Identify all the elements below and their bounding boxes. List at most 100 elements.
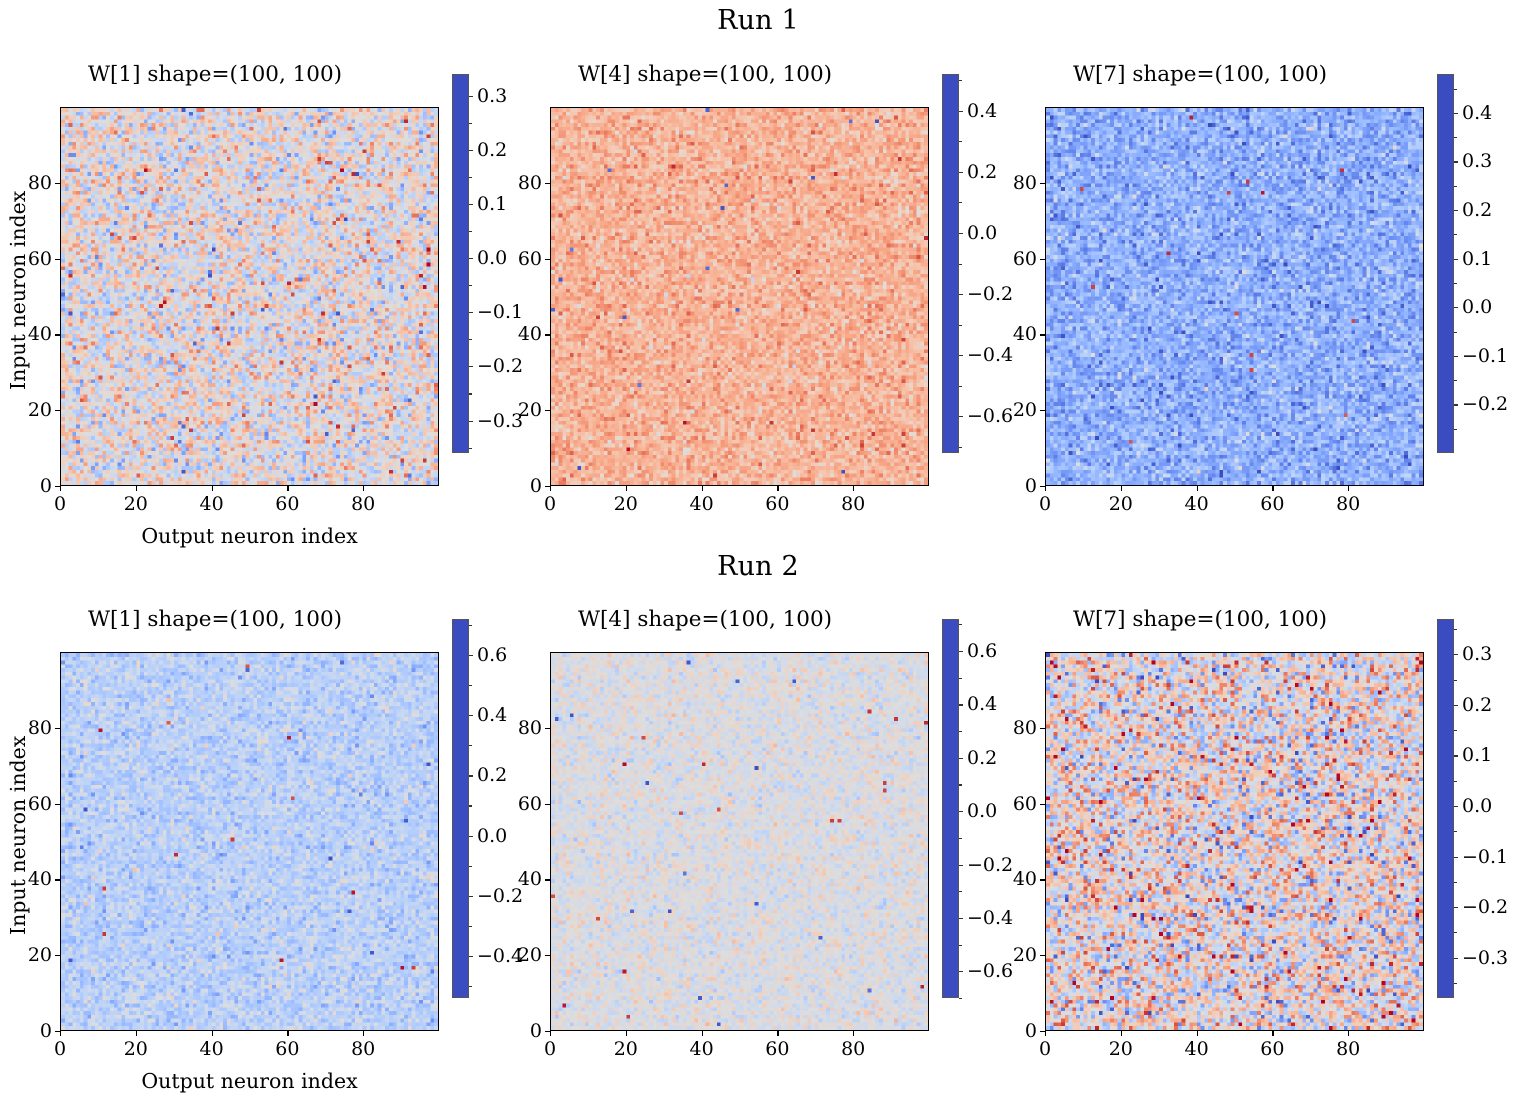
colorbar-minor-tick	[959, 446, 962, 448]
colorbar-gradient	[1438, 75, 1453, 452]
colorbar-tick-mark	[1454, 112, 1458, 114]
y-axis-label: Input neuron index	[6, 735, 30, 935]
colorbar-minor-tick	[959, 677, 962, 679]
y-tick-label: 60	[1012, 792, 1037, 815]
x-tick-label: 20	[123, 1038, 148, 1060]
colorbar-minor-tick	[959, 891, 962, 893]
colorbar-tick-mark	[469, 312, 473, 314]
colorbar-gradient	[943, 75, 958, 452]
colorbar-minor-tick	[959, 141, 962, 143]
x-tick-label: 0	[543, 493, 557, 515]
colorbar	[452, 619, 469, 998]
colorbar	[942, 74, 959, 453]
y-tick-mark	[545, 955, 550, 957]
colorbar-tick-mark	[1454, 307, 1458, 309]
colorbar-tick-mark	[1454, 654, 1458, 656]
y-tick-label: 0	[39, 1020, 52, 1042]
y-tick-mark	[55, 334, 60, 336]
run-2-title: Run 2	[717, 551, 799, 582]
colorbar-tick-mark	[959, 355, 963, 357]
colorbar-tick-label: −0.1	[477, 301, 524, 324]
y-tick-mark	[1040, 258, 1045, 260]
panel-title: W[7] shape=(100, 100)	[1072, 607, 1328, 632]
colorbar-tick-label: 0.0	[967, 221, 998, 244]
y-tick-label: 40	[517, 323, 542, 346]
y-tick-label: 20	[517, 399, 542, 422]
colorbar-tick-mark	[1454, 355, 1458, 357]
colorbar-gradient	[453, 75, 468, 452]
colorbar-tick-mark	[469, 95, 473, 97]
y-tick-label: 80	[517, 171, 542, 194]
colorbar-tick-label: 0.1	[1462, 247, 1493, 270]
x-tick-mark	[363, 486, 365, 491]
colorbar-minor-tick	[469, 231, 472, 233]
colorbar-minor-tick	[959, 263, 962, 265]
y-tick-label: 20	[27, 944, 52, 967]
colorbar-minor-tick	[469, 625, 472, 627]
x-tick-mark	[287, 486, 289, 491]
colorbar-tick-mark	[469, 775, 473, 777]
colorbar-minor-tick	[959, 944, 962, 946]
colorbar-minor-tick	[959, 731, 962, 733]
colorbar-tick-label: 0.4	[967, 99, 998, 122]
x-tick-label: 60	[1260, 1038, 1285, 1060]
colorbar-tick-label: 0.0	[477, 824, 508, 847]
y-tick-mark	[55, 182, 60, 184]
x-tick-label: 60	[765, 1038, 790, 1060]
y-tick-label: 60	[27, 792, 52, 815]
colorbar-minor-tick	[1454, 982, 1457, 984]
heatmap-panel-w1-row0: W[1] shape=(100, 100) 0 20 40 60 80 0 20 40 60 80 O…	[0, 60, 523, 548]
colorbar-minor-tick	[1454, 428, 1457, 430]
x-tick-mark	[135, 1031, 137, 1036]
x-tick-label: 40	[689, 493, 714, 515]
colorbar-minor-tick	[959, 202, 962, 204]
colorbar-tick-mark	[1454, 805, 1458, 808]
x-tick-mark	[135, 486, 137, 491]
y-tick-mark	[1040, 410, 1045, 412]
colorbar-tick-mark	[1454, 210, 1458, 212]
heatmap-image	[61, 653, 438, 1030]
colorbar-minor-tick	[959, 624, 962, 626]
x-tick-label: 40	[689, 1038, 714, 1060]
x-tick-label: 60	[1260, 493, 1285, 515]
x-tick-label: 0	[53, 493, 67, 515]
colorbar-minor-tick	[959, 837, 962, 839]
colorbar-tick-mark	[959, 110, 963, 112]
colorbar-tick-label: −0.3	[477, 409, 524, 432]
colorbar-minor-tick	[1454, 932, 1457, 934]
colorbar-tick-mark	[469, 366, 473, 368]
y-tick-mark	[55, 803, 60, 805]
colorbar-tick-mark	[469, 895, 473, 897]
heatmap-panel-w7-row0: W[7] shape=(100, 100) 0 20 40 60 80 0 20 40 60 80 0…	[985, 60, 1508, 530]
colorbar-minor-tick	[959, 385, 962, 387]
run-1-panel-row: W[1] shape=(100, 100) 0 20 40 60 80 0 20 40 60 80 O…	[0, 60, 1516, 548]
y-tick-mark	[1040, 803, 1045, 805]
heatmap-image	[551, 108, 928, 485]
y-tick-label: 40	[1012, 323, 1037, 346]
colorbar-tick-mark	[1454, 755, 1458, 757]
x-tick-mark	[60, 1031, 62, 1036]
colorbar-tick-mark	[469, 655, 473, 657]
heatmap-panel-w1-row1: W[1] shape=(100, 100) 0 20 40 60 80 0 20 40 60 80 O…	[0, 605, 523, 1093]
y-tick-mark	[545, 410, 550, 412]
colorbar-tick-mark	[469, 203, 473, 206]
colorbar-minor-tick	[959, 998, 962, 1000]
y-tick-mark	[1040, 955, 1045, 957]
x-tick-label: 80	[351, 493, 376, 515]
x-tick-mark	[853, 1031, 855, 1036]
x-tick-label: 20	[1108, 493, 1133, 515]
x-tick-label: 80	[1336, 493, 1361, 515]
x-tick-label: 60	[275, 1038, 300, 1060]
panel-title: W[1] shape=(100, 100)	[87, 607, 343, 632]
x-tick-label: 0	[1038, 493, 1052, 515]
colorbar-tick-mark	[1454, 704, 1458, 706]
colorbar-tick-mark	[959, 171, 963, 173]
colorbar-minor-tick	[1454, 234, 1457, 236]
colorbar-minor-tick	[1454, 730, 1457, 732]
x-tick-label: 20	[613, 1038, 638, 1060]
x-tick-mark	[1045, 486, 1047, 491]
y-tick-mark	[545, 486, 550, 488]
x-tick-label: 60	[765, 493, 790, 515]
y-tick-label: 60	[27, 247, 52, 270]
